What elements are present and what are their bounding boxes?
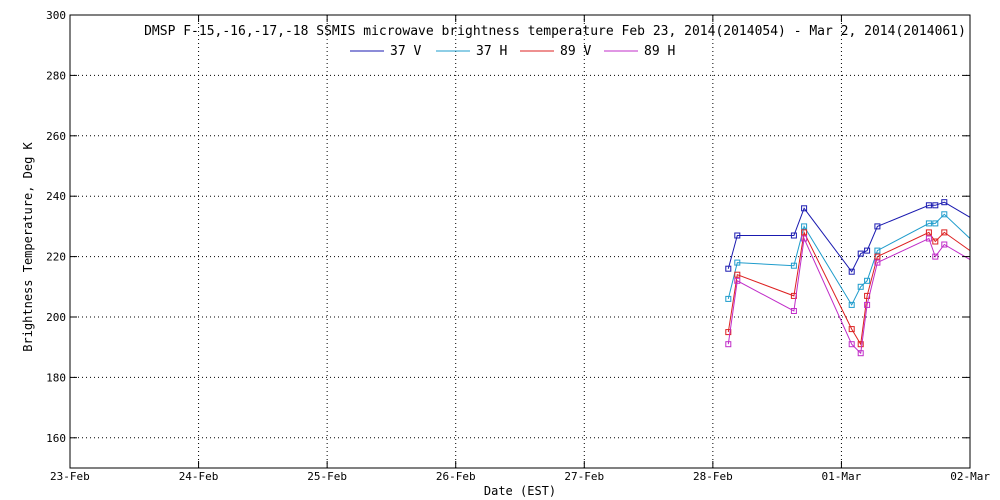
legend-item: 37 V (350, 44, 421, 59)
data-point (857, 350, 864, 357)
data-point (848, 268, 855, 275)
data-point (941, 211, 948, 218)
data-point (874, 223, 881, 230)
series-line (727, 201, 971, 273)
data-point (725, 265, 732, 272)
legend-label: 37 H (476, 44, 507, 59)
x-axis-title: Date (EST) (484, 484, 556, 498)
y-tick-label: 240 (46, 190, 66, 203)
data-point (932, 220, 939, 227)
x-tick-label: 26-Feb (436, 470, 476, 483)
data-point (790, 308, 797, 314)
data-point (925, 202, 932, 209)
data-point (864, 301, 871, 308)
data-point (925, 229, 932, 236)
y-tick-label: 160 (46, 432, 66, 445)
y-tick-label: 300 (46, 9, 66, 22)
legend-item: 89 H (604, 44, 675, 59)
data-point (864, 247, 871, 254)
data-point (874, 259, 881, 266)
data-point (874, 247, 881, 254)
legend-label: 89 H (644, 44, 675, 59)
series-37-v (725, 199, 971, 275)
x-tick-label: 28-Feb (693, 470, 733, 483)
plot-frame (69, 14, 971, 469)
grid (70, 15, 970, 468)
series-layer (725, 199, 971, 357)
series-line (727, 230, 971, 346)
data-point (848, 326, 855, 333)
data-point (801, 229, 808, 236)
y-tick-label: 280 (46, 69, 66, 82)
data-point (848, 301, 855, 308)
series-line (727, 213, 971, 306)
data-point (734, 259, 741, 266)
data-point (925, 220, 932, 227)
y-tick-label: 220 (46, 251, 66, 264)
data-point (801, 205, 808, 212)
series-89-h (725, 235, 971, 357)
data-point (734, 277, 741, 284)
x-tick-label: 02-Mar (950, 470, 990, 483)
data-point (848, 341, 855, 348)
legend-label: 37 V (390, 44, 421, 59)
data-point (857, 250, 864, 257)
legend-item: 37 H (436, 44, 507, 59)
data-point (734, 232, 741, 239)
series-line (727, 236, 971, 355)
data-point (941, 241, 948, 248)
legend-label: 89 V (560, 44, 591, 59)
data-point (874, 253, 881, 260)
data-point (941, 229, 948, 236)
x-tick-label: 01-Mar (822, 470, 862, 483)
x-tick-label: 23-Feb (50, 470, 90, 483)
data-point (725, 341, 732, 348)
data-point (725, 295, 732, 302)
x-tick-label: 27-Feb (564, 470, 604, 483)
axes: 160 180 200 220 240 260 280 300 23-Feb 24-Feb 25-F… (46, 9, 990, 483)
x-tick-label: 24-Feb (179, 470, 219, 483)
x-tick-label: 25-Feb (307, 470, 347, 483)
y-tick-label: 180 (46, 371, 66, 384)
data-point (801, 223, 808, 230)
data-point (941, 199, 948, 206)
series-37-h (725, 211, 971, 308)
y-tick-label: 260 (46, 130, 66, 143)
data-point (932, 202, 939, 209)
legend: 37 V 37 H 89 V 89 H (350, 44, 675, 59)
data-point (864, 277, 871, 284)
y-axis-title: Brightness Temperature, Deg K (21, 141, 35, 351)
y-tick-label: 200 (46, 311, 66, 324)
series-89-v (725, 229, 971, 348)
data-point (790, 232, 797, 239)
legend-item: 89 V (520, 44, 591, 59)
data-point (790, 262, 797, 269)
data-point (857, 283, 864, 290)
data-point (734, 271, 741, 278)
data-point (925, 235, 932, 242)
chart-title: DMSP F-15,-16,-17,-18 SSMIS microwave br… (144, 24, 966, 39)
data-point (801, 235, 808, 242)
data-point (932, 253, 939, 260)
data-point (932, 238, 939, 245)
data-point (725, 329, 732, 336)
data-point (857, 341, 864, 348)
